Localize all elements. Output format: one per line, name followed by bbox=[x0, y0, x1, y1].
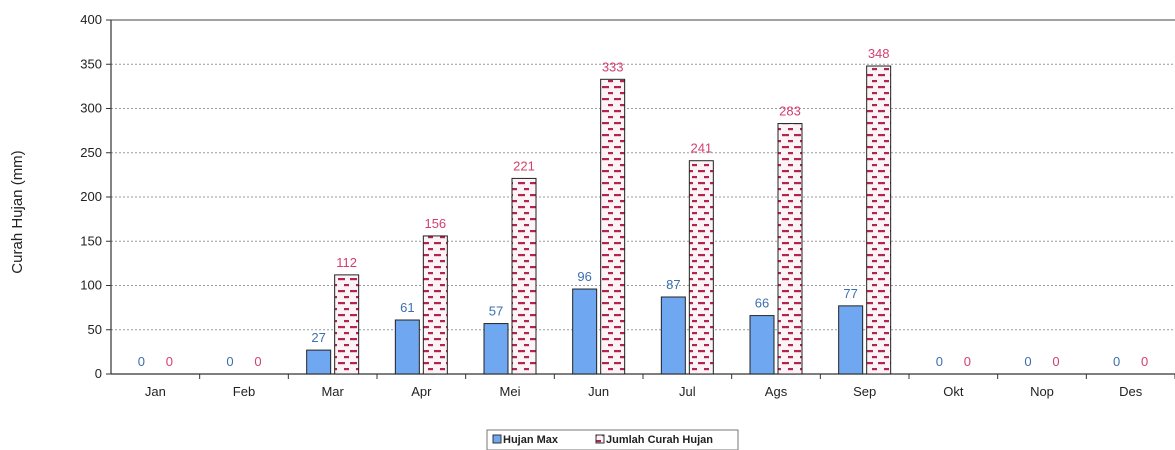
data-label: 283 bbox=[779, 104, 801, 119]
x-tick-label: Mei bbox=[500, 384, 521, 399]
legend-label-jumlah-curah-hujan: Jumlah Curah Hujan bbox=[606, 434, 713, 446]
bar-jumlah-curah-hujan bbox=[688, 160, 714, 375]
x-tick-label: Jan bbox=[145, 384, 166, 399]
x-tick-label: Mar bbox=[321, 384, 344, 399]
bar-jumlah-curah-hujan bbox=[511, 177, 537, 375]
x-tick-label: Nop bbox=[1030, 384, 1054, 399]
data-label: 0 bbox=[166, 354, 173, 369]
legend-swatch-hujan-max bbox=[492, 434, 502, 444]
legend-box bbox=[486, 429, 739, 450]
bar-hujan-max bbox=[394, 319, 420, 375]
bar-jumlah-curah-hujan bbox=[866, 65, 892, 375]
data-label: 0 bbox=[1141, 354, 1148, 369]
data-label: 0 bbox=[936, 354, 943, 369]
y-tick-label: 0 bbox=[95, 366, 102, 381]
bar-hujan-max bbox=[749, 315, 775, 375]
bar-jumlah-curah-hujan bbox=[777, 123, 803, 375]
x-tick-label: Ags bbox=[765, 384, 788, 399]
x-tick-label: Des bbox=[1119, 384, 1143, 399]
bar-jumlah-curah-hujan bbox=[334, 274, 360, 375]
bar-hujan-max bbox=[838, 305, 864, 375]
data-label: 66 bbox=[755, 296, 769, 311]
bar-jumlah-curah-hujan bbox=[600, 78, 626, 375]
grid-lines bbox=[111, 19, 1175, 331]
legend-swatch-jumlah-curah-hujan bbox=[595, 434, 605, 444]
data-label: 0 bbox=[1052, 354, 1059, 369]
data-labels: 0 0 0 0 27 112 61 156 57 221 96 333 87 241 66 283 77 348 0… bbox=[138, 46, 1149, 369]
data-label: 61 bbox=[400, 300, 414, 315]
y-tick-label: 300 bbox=[80, 101, 102, 116]
y-tick-label: 150 bbox=[80, 233, 102, 248]
axes: 0 50 100 150 200 250 300 350 400 Jan Feb Mar Apr Mei J… bbox=[80, 12, 1175, 399]
y-tick-label: 100 bbox=[80, 278, 102, 293]
data-label: 57 bbox=[489, 304, 503, 319]
legend-label-hujan-max: Hujan Max bbox=[503, 434, 559, 446]
data-label: 156 bbox=[424, 216, 446, 231]
data-label: 27 bbox=[311, 330, 325, 345]
y-axis-title: Curah Hujan (mm) bbox=[9, 150, 26, 273]
data-label: 241 bbox=[690, 141, 712, 156]
bars bbox=[306, 65, 892, 375]
x-tick-label: Okt bbox=[943, 384, 964, 399]
y-tick-label: 350 bbox=[80, 56, 102, 71]
y-tick-label: 200 bbox=[80, 189, 102, 204]
bar-jumlah-curah-hujan bbox=[422, 235, 448, 375]
data-label: 0 bbox=[226, 354, 233, 369]
data-label: 0 bbox=[254, 354, 261, 369]
y-tick-label: 250 bbox=[80, 145, 102, 160]
legend: Hujan Max Jumlah Curah Hujan bbox=[486, 429, 739, 450]
bar-hujan-max bbox=[306, 349, 332, 375]
x-tick-label: Feb bbox=[233, 384, 255, 399]
data-label: 0 bbox=[1113, 354, 1120, 369]
bar-hujan-max bbox=[483, 323, 509, 375]
y-tick-label: 400 bbox=[80, 12, 102, 27]
data-label: 333 bbox=[602, 59, 624, 74]
x-tick-label: Jul bbox=[679, 384, 696, 399]
data-label: 112 bbox=[336, 255, 357, 270]
data-label: 87 bbox=[666, 277, 680, 292]
data-label: 348 bbox=[868, 46, 890, 61]
bar-hujan-max bbox=[572, 288, 598, 375]
data-label: 0 bbox=[1024, 354, 1031, 369]
data-label: 96 bbox=[577, 269, 591, 284]
x-tick-label: Apr bbox=[411, 384, 432, 399]
data-label: 0 bbox=[964, 354, 971, 369]
data-label: 221 bbox=[513, 158, 535, 173]
y-tick-label: 50 bbox=[88, 322, 102, 337]
data-label: 77 bbox=[843, 286, 857, 301]
bar-hujan-max bbox=[660, 296, 686, 375]
data-label: 0 bbox=[138, 354, 145, 369]
x-tick-label: Sep bbox=[853, 384, 876, 399]
x-tick-label: Jun bbox=[588, 384, 609, 399]
